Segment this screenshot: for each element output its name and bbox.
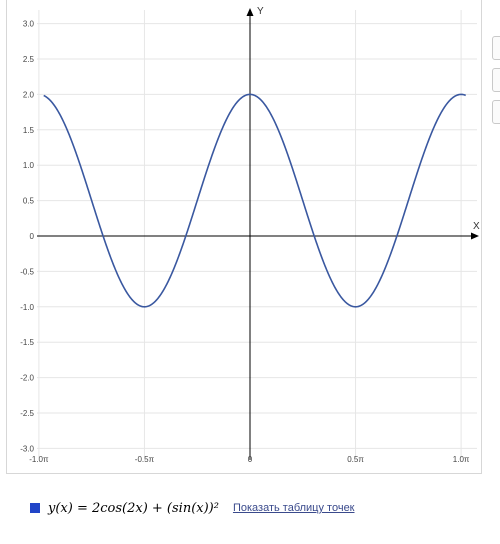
y-tick-label: -2.5 <box>20 409 34 418</box>
x-tick-label: -0.5π <box>135 455 155 464</box>
y-axis-title: Y <box>257 6 264 17</box>
x-axis-arrow-icon <box>471 232 479 240</box>
grid <box>37 10 477 458</box>
side-control-3[interactable] <box>492 100 500 124</box>
side-control-1[interactable] <box>492 36 500 60</box>
y-tick-label: 0 <box>30 232 35 241</box>
series-line <box>43 93 467 308</box>
x-tick-label: -1.0π <box>29 455 49 464</box>
legend-formula: y(x) = 2cos(2x) + (sin(x))² <box>48 500 219 516</box>
y-tick-label: -0.5 <box>20 267 34 276</box>
legend: y(x) = 2cos(2x) + (sin(x))² Показать таб… <box>30 498 355 518</box>
plot-area: X Y 3.0 2.5 2.0 1.5 1.0 0.5 0 -0.5 -1.0 -1.5 -2.0 -2.… <box>6 0 482 474</box>
chart: X Y 3.0 2.5 2.0 1.5 1.0 0.5 0 -0.5 -1.0 -1.5 -2.0 -2.… <box>20 6 480 464</box>
y-tick-label: 1.0 <box>23 161 35 170</box>
axes <box>37 8 479 460</box>
y-tick-label: 2.0 <box>23 90 35 99</box>
show-points-table-link[interactable]: Показать таблицу точек <box>232 502 355 514</box>
y-tick-label: -3.0 <box>20 444 34 453</box>
x-tick-label: 0.5π <box>347 455 364 464</box>
x-axis-title: X <box>473 221 480 232</box>
side-control-2[interactable] <box>492 68 500 92</box>
x-tick-label: 1.0π <box>453 455 470 464</box>
y-tick-label: -1.0 <box>20 303 34 312</box>
tick-labels: X Y 3.0 2.5 2.0 1.5 1.0 0.5 0 -0.5 -1.0 -1.5 -2.0 -2.… <box>20 6 480 464</box>
legend-swatch <box>30 503 40 513</box>
y-axis-arrow-icon <box>246 8 254 16</box>
y-tick-label: -2.0 <box>20 374 34 383</box>
y-tick-label: -1.5 <box>20 338 34 347</box>
x-tick-label: 0 <box>248 455 253 464</box>
y-tick-label: 2.5 <box>23 55 35 64</box>
series-layer <box>43 93 467 308</box>
y-tick-label: 1.5 <box>23 126 35 135</box>
y-tick-label: 3.0 <box>23 20 35 29</box>
y-tick-label: 0.5 <box>23 197 35 206</box>
